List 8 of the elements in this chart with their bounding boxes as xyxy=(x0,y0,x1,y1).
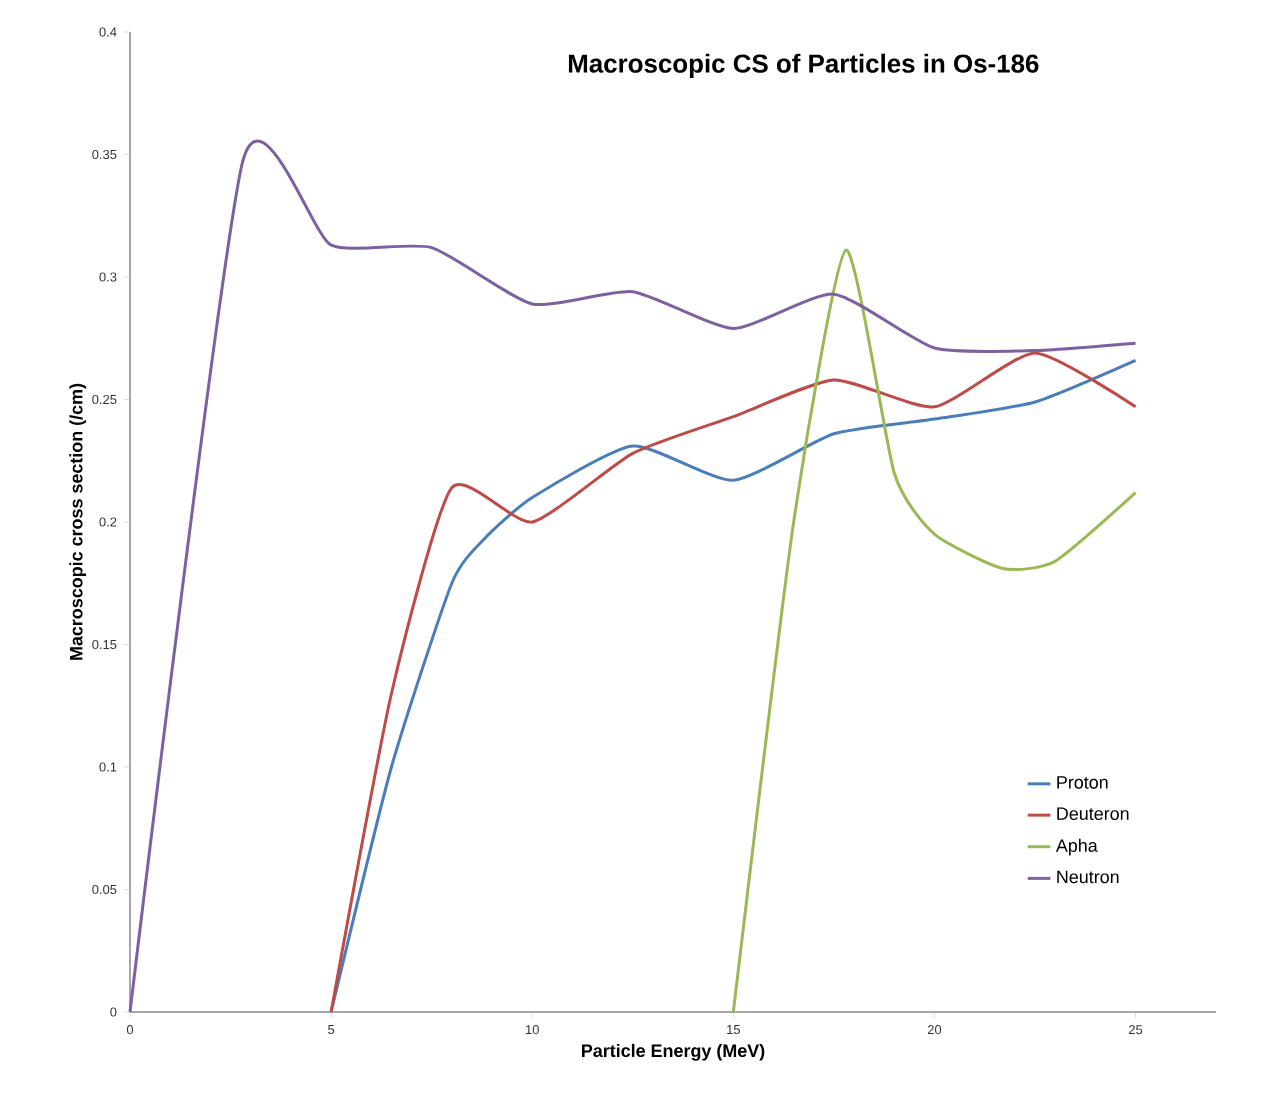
x-axis-title: Particle Energy (MeV) xyxy=(582,1043,765,1061)
legend-label: Proton xyxy=(1057,776,1108,789)
text: Macroscopic CS of Particles in Os-186 xyxy=(568,53,1039,78)
legend-label: Neutron xyxy=(1057,870,1119,884)
legend-label: Deuteron xyxy=(1057,807,1129,820)
legend-label: Apha xyxy=(1055,838,1098,856)
line-series xyxy=(731,248,1138,1014)
y-axis-title: Macroscopic cross section (/cm) xyxy=(69,383,87,660)
